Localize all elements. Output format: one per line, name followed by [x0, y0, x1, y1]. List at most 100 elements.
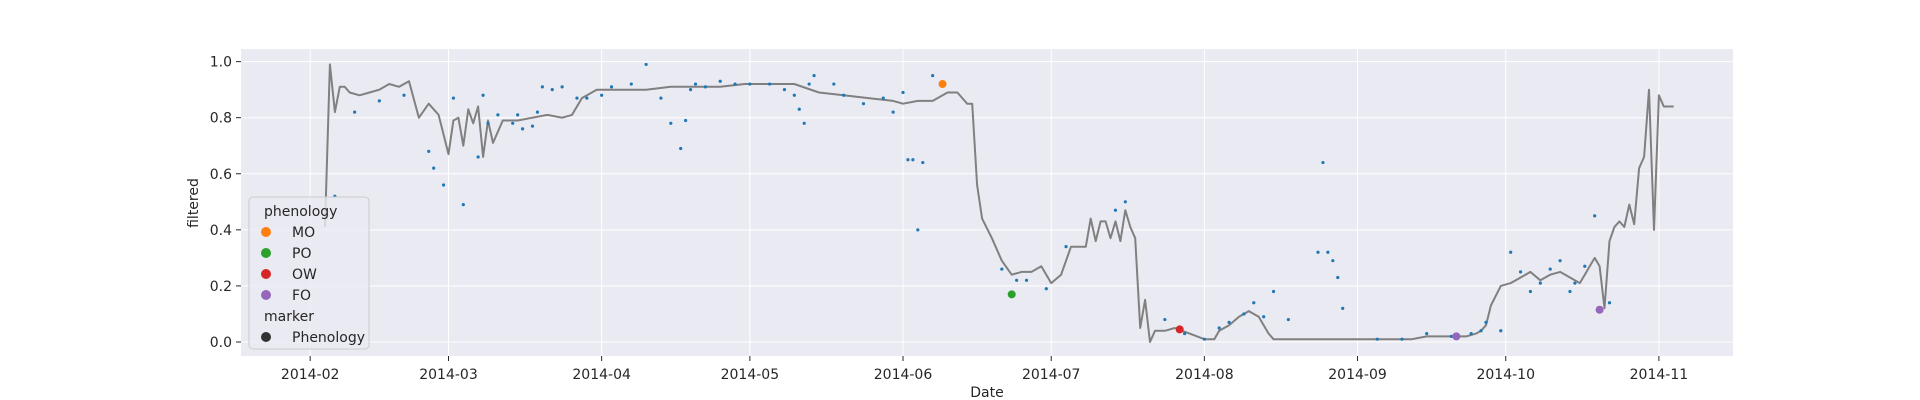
data-point	[1242, 312, 1246, 316]
data-point	[916, 228, 920, 232]
data-point	[1015, 278, 1019, 282]
legend-label-po: PO	[292, 246, 311, 262]
data-point	[1326, 250, 1330, 254]
data-point	[1252, 301, 1256, 305]
y-tick-label: 0.2	[210, 279, 232, 295]
phenology-point-mo	[938, 80, 947, 89]
data-point	[768, 82, 772, 86]
data-point	[1449, 334, 1453, 338]
data-point	[792, 93, 796, 97]
data-point	[901, 90, 905, 95]
x-tick-label: 2014-05	[721, 367, 780, 383]
data-point	[1469, 331, 1473, 336]
data-point	[550, 88, 554, 92]
x-tick-label: 2014-03	[419, 367, 478, 383]
data-point	[1202, 337, 1206, 341]
plot-background	[241, 49, 1733, 356]
data-point	[693, 82, 698, 86]
data-point	[481, 93, 485, 97]
data-point	[1217, 326, 1221, 330]
data-point	[560, 85, 564, 89]
legend-box	[248, 196, 370, 350]
x-tick-label: 2014-10	[1476, 367, 1535, 383]
x-tick-label: 2014-04	[572, 367, 631, 383]
data-point	[530, 124, 535, 128]
data-point	[718, 79, 722, 83]
data-point	[1113, 208, 1118, 212]
data-point	[1321, 160, 1325, 165]
data-point	[1123, 200, 1127, 204]
y-tick-label: 0.8	[210, 111, 232, 127]
legend-marker-title: marker	[264, 309, 314, 325]
data-point	[1024, 278, 1029, 282]
data-point	[748, 82, 752, 86]
data-point	[1558, 259, 1562, 263]
x-tick-label: 2014-06	[874, 367, 933, 383]
data-point	[931, 74, 935, 78]
phenology-point-po	[1007, 290, 1016, 299]
data-point	[432, 166, 436, 170]
data-point	[451, 96, 456, 100]
data-point	[1271, 289, 1276, 294]
data-point	[1538, 281, 1542, 285]
data-point	[1286, 317, 1290, 322]
data-point	[377, 99, 381, 103]
legend-dot-mo	[261, 227, 271, 237]
data-point	[1607, 301, 1612, 305]
data-point	[1499, 329, 1503, 333]
data-point	[629, 82, 633, 86]
data-point	[1227, 320, 1231, 324]
data-point	[521, 127, 525, 131]
data-point	[644, 62, 648, 67]
legend-label-fo: FO	[292, 288, 311, 304]
data-point	[1316, 250, 1320, 254]
data-point	[476, 155, 480, 159]
data-point	[911, 158, 915, 162]
data-point	[575, 96, 579, 100]
legend: phenology MO PO OW FO marker Phenology	[248, 196, 370, 350]
scatter-series	[333, 62, 1612, 341]
data-point	[1262, 315, 1266, 319]
x-tick-label: 2014-11	[1630, 367, 1689, 383]
data-point	[1583, 264, 1587, 268]
data-point	[1548, 267, 1552, 271]
data-point	[1163, 317, 1167, 322]
data-point	[688, 88, 693, 92]
data-point	[1484, 320, 1488, 324]
data-point	[1528, 289, 1533, 294]
legend-label-ow: OW	[292, 267, 317, 283]
data-point	[1568, 289, 1572, 294]
data-point	[353, 110, 357, 114]
data-point	[802, 121, 806, 125]
data-point	[733, 82, 737, 86]
legend-title: phenology	[264, 204, 337, 220]
filtered-line	[324, 63, 1674, 343]
data-point	[1375, 337, 1379, 341]
data-point	[1000, 267, 1004, 271]
data-point	[679, 146, 683, 151]
data-point	[1518, 270, 1523, 274]
x-tick-label: 2014-09	[1328, 367, 1387, 383]
data-point	[535, 110, 540, 114]
phenology-point-fo	[1452, 332, 1461, 341]
data-point	[659, 96, 663, 100]
data-point	[881, 96, 885, 100]
data-point	[812, 74, 816, 78]
data-point	[609, 85, 614, 89]
y-tick-label: 0.6	[210, 167, 232, 183]
legend-marker-dot	[261, 332, 271, 342]
legend-label-mo: MO	[292, 225, 315, 241]
data-point	[1064, 245, 1068, 249]
x-axis-label: Date	[970, 385, 1003, 400]
data-point	[486, 121, 490, 125]
data-point	[891, 110, 895, 114]
data-point	[540, 85, 544, 89]
data-point	[511, 121, 515, 125]
phenology-point-fo	[1595, 305, 1604, 314]
y-tick-label: 0.4	[210, 223, 232, 239]
x-tick-label: 2014-02	[281, 367, 340, 383]
data-point	[684, 118, 688, 123]
data-point	[782, 88, 787, 92]
data-point	[703, 85, 707, 89]
